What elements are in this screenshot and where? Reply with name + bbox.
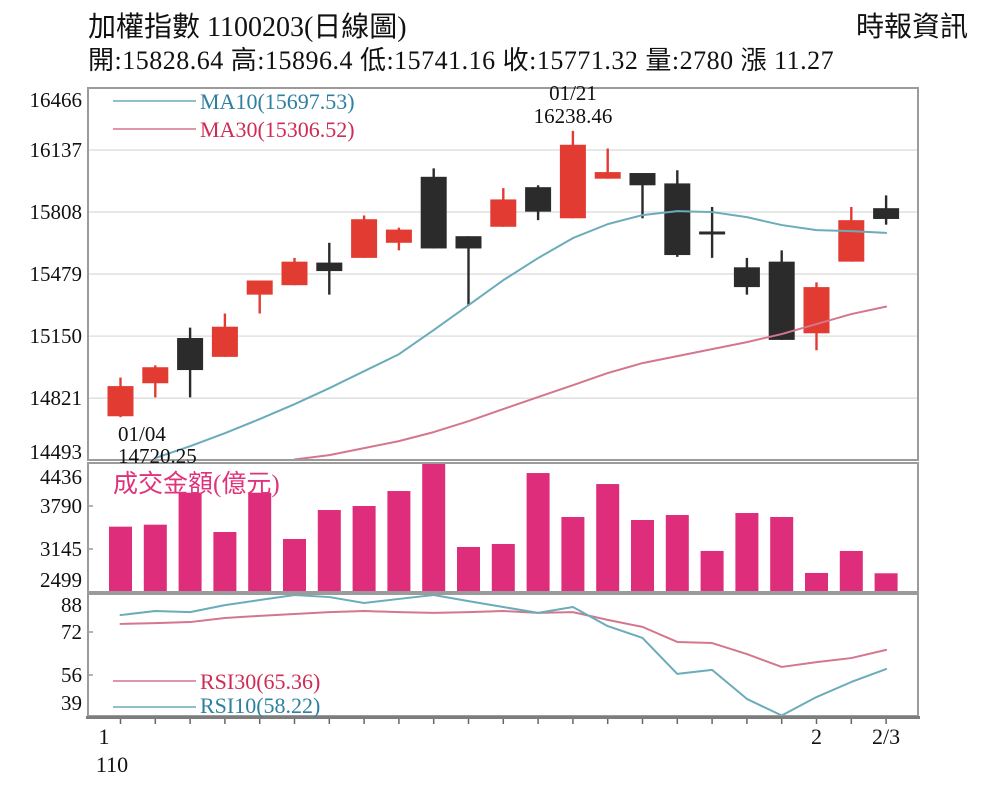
rsi-tick-label: 56 bbox=[61, 663, 82, 687]
price-tick-label: 14493 bbox=[30, 440, 83, 464]
volume-bar bbox=[874, 573, 898, 592]
volume-bar bbox=[248, 492, 272, 592]
volume-bar bbox=[109, 526, 132, 592]
volume-tick-label: 3790 bbox=[40, 494, 82, 518]
volume-tick-label: 2499 bbox=[40, 568, 82, 592]
page-title: 加權指數 1100203(日線圖) bbox=[88, 12, 407, 43]
pane-frames-layer bbox=[86, 87, 920, 724]
volume-bars-layer bbox=[109, 463, 898, 592]
candle-body-down bbox=[525, 187, 552, 212]
low-annotation-value: 14720.25 bbox=[118, 444, 197, 468]
x-axis-label: 1 bbox=[99, 724, 110, 749]
candle-body-down bbox=[699, 231, 726, 235]
rsi-tick-label: 88 bbox=[61, 593, 82, 617]
candle-body-up bbox=[107, 386, 134, 417]
rsi-tick-label: 72 bbox=[61, 620, 82, 644]
candle-body-down bbox=[733, 267, 760, 288]
candle-body-down bbox=[629, 173, 656, 186]
brand-label: 時報資訊 bbox=[855, 12, 968, 43]
candle-body-down bbox=[768, 261, 795, 340]
quote-stats: 開:15828.64 高:15896.4 低:15741.16 收:15771.… bbox=[88, 46, 835, 75]
candle-body-down bbox=[873, 208, 900, 219]
candle-body-up bbox=[559, 144, 586, 219]
volume-bar bbox=[491, 543, 515, 592]
volume-bar bbox=[283, 538, 306, 592]
volume-bar bbox=[352, 506, 376, 592]
volume-bar bbox=[735, 513, 759, 592]
volume-bar bbox=[839, 550, 863, 592]
candle-body-up bbox=[142, 367, 169, 384]
candle-body-up bbox=[385, 229, 412, 243]
candle-body-down bbox=[664, 183, 691, 256]
candle-body-down bbox=[316, 262, 343, 272]
price-tick-label: 16137 bbox=[30, 138, 83, 162]
volume-tick-label: 3145 bbox=[40, 537, 82, 561]
rsi30-line bbox=[119, 610, 888, 668]
volume-bar bbox=[561, 517, 585, 592]
volume-pane-label: 成交金額(億元) bbox=[113, 470, 280, 498]
x-axis-year-label: 110 bbox=[96, 752, 128, 777]
pane-border bbox=[87, 87, 919, 461]
candle-body-down bbox=[177, 338, 204, 371]
moving-average-layer bbox=[154, 210, 888, 461]
rsi30-legend-label: RSI30(65.36) bbox=[200, 669, 320, 694]
high-annotation-date: 01/21 bbox=[549, 81, 597, 105]
rsi-tick-label: 39 bbox=[61, 691, 82, 715]
header: 加權指數 1100203(日線圖) 時報資訊 bbox=[88, 12, 968, 44]
rsi-layer bbox=[119, 594, 888, 717]
candles-layer bbox=[107, 130, 900, 418]
price-tick-label: 16466 bbox=[30, 88, 83, 112]
ma10-legend-label: MA10(15697.53) bbox=[200, 89, 355, 114]
candle-body-down bbox=[455, 236, 482, 249]
volume-bar bbox=[387, 491, 411, 592]
volume-bar bbox=[317, 510, 341, 592]
low-annotation-date: 01/04 bbox=[118, 422, 166, 446]
price-tick-label: 14821 bbox=[30, 386, 83, 410]
x-axis-label: 2/3 bbox=[872, 724, 900, 749]
candle-body-up bbox=[838, 220, 865, 262]
rsi10-line bbox=[119, 594, 888, 717]
candle-body-up bbox=[351, 219, 378, 258]
candle-body-up bbox=[246, 280, 273, 295]
ma30-legend-label: MA30(15306.52) bbox=[200, 117, 355, 142]
candle-body-up bbox=[281, 261, 308, 286]
volume-bar bbox=[178, 492, 202, 592]
pane-border bbox=[87, 462, 919, 593]
volume-tick-label: 4436 bbox=[40, 465, 82, 489]
rsi10-legend-label: RSI10(58.22) bbox=[200, 693, 320, 718]
x-axis-label: 2 bbox=[811, 724, 822, 749]
volume-bar bbox=[457, 546, 480, 592]
high-annotation-value: 16238.46 bbox=[534, 104, 613, 128]
candle-body-down bbox=[420, 176, 447, 249]
volume-bar bbox=[631, 520, 654, 592]
volume-bar bbox=[213, 531, 237, 592]
price-tick-label: 15808 bbox=[30, 200, 83, 224]
volume-bar bbox=[596, 484, 620, 592]
ma10-line bbox=[154, 210, 888, 460]
volume-bar bbox=[665, 515, 689, 592]
ma30-line bbox=[293, 305, 888, 461]
volume-bar bbox=[770, 517, 794, 592]
candle-body-up bbox=[594, 172, 621, 179]
candle-body-up bbox=[490, 199, 517, 227]
price-tick-label: 15150 bbox=[30, 324, 83, 348]
candle-body-up bbox=[211, 326, 238, 357]
volume-bar bbox=[143, 524, 167, 592]
volume-bar bbox=[700, 550, 724, 592]
volume-bar bbox=[526, 473, 550, 592]
volume-bar bbox=[422, 463, 446, 592]
volume-bar bbox=[805, 572, 828, 592]
price-tick-label: 15479 bbox=[30, 262, 83, 286]
